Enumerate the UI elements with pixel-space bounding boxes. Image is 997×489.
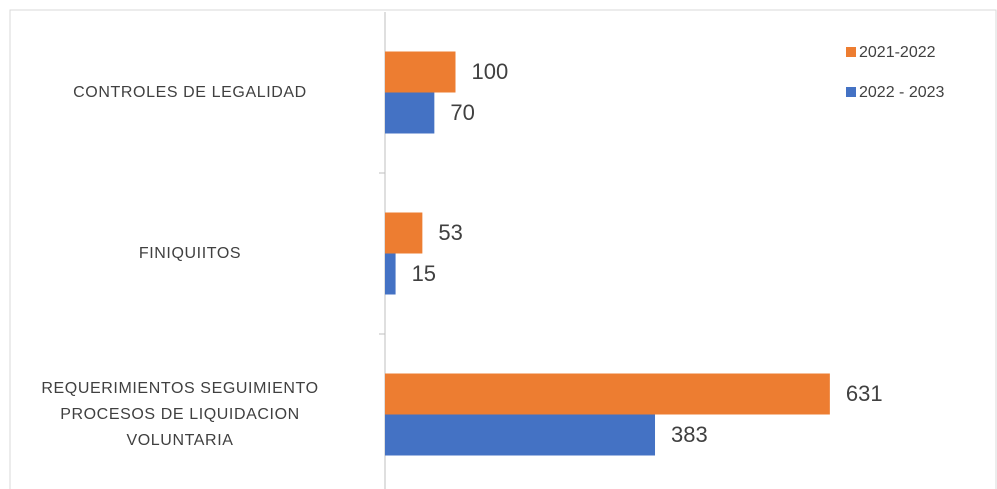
- data-label: 15: [412, 261, 436, 286]
- legend-swatch: [846, 47, 856, 57]
- frame: [9, 9, 997, 489]
- bar: [385, 92, 435, 134]
- data-label: 631: [846, 381, 883, 406]
- bar: [385, 414, 656, 456]
- bar: [385, 373, 830, 415]
- category-label: CONTROLES DE LEGALIDAD: [73, 83, 307, 101]
- category-label: REQUERIMIENTOS SEGUIMIENTO PROCESOS DE L…: [41, 379, 319, 449]
- data-label: 70: [450, 100, 474, 125]
- data-label: 100: [472, 59, 509, 84]
- data-label: 53: [438, 220, 462, 245]
- bar: [385, 51, 456, 93]
- bar: [385, 253, 396, 295]
- legend-label: 2022 - 2023: [859, 84, 945, 101]
- bar: [385, 212, 423, 254]
- data-label: 383: [671, 422, 708, 447]
- category-label: FINIQUIITOS: [138, 244, 242, 262]
- legend-label: 2021-2022: [859, 44, 936, 61]
- legend-swatch: [846, 87, 856, 97]
